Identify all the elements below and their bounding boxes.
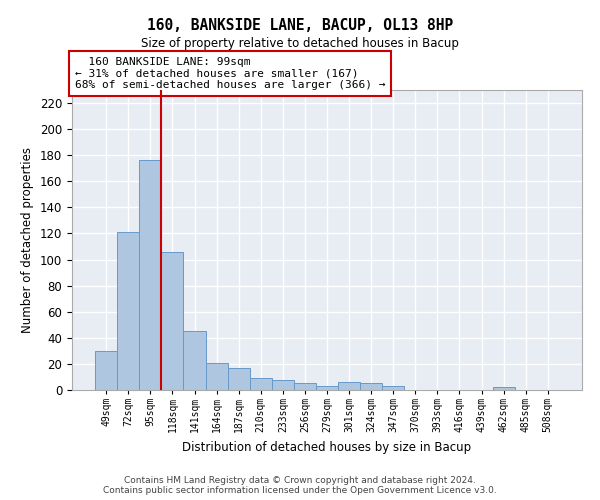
- Bar: [338, 382, 360, 390]
- Bar: [250, 378, 272, 390]
- Bar: [294, 384, 316, 390]
- Bar: [184, 332, 206, 390]
- Bar: [95, 351, 117, 390]
- Bar: [360, 384, 382, 390]
- Text: 160 BANKSIDE LANE: 99sqm
← 31% of detached houses are smaller (167)
68% of semi-: 160 BANKSIDE LANE: 99sqm ← 31% of detach…: [74, 57, 385, 90]
- Bar: [206, 362, 227, 390]
- Bar: [139, 160, 161, 390]
- Bar: [227, 368, 250, 390]
- Bar: [382, 386, 404, 390]
- Bar: [161, 252, 184, 390]
- Text: 160, BANKSIDE LANE, BACUP, OL13 8HP: 160, BANKSIDE LANE, BACUP, OL13 8HP: [147, 18, 453, 32]
- Bar: [316, 386, 338, 390]
- Bar: [117, 232, 139, 390]
- Text: Contains HM Land Registry data © Crown copyright and database right 2024.
Contai: Contains HM Land Registry data © Crown c…: [103, 476, 497, 495]
- X-axis label: Distribution of detached houses by size in Bacup: Distribution of detached houses by size …: [182, 440, 472, 454]
- Y-axis label: Number of detached properties: Number of detached properties: [22, 147, 34, 333]
- Bar: [493, 388, 515, 390]
- Text: Size of property relative to detached houses in Bacup: Size of property relative to detached ho…: [141, 38, 459, 51]
- Bar: [272, 380, 294, 390]
